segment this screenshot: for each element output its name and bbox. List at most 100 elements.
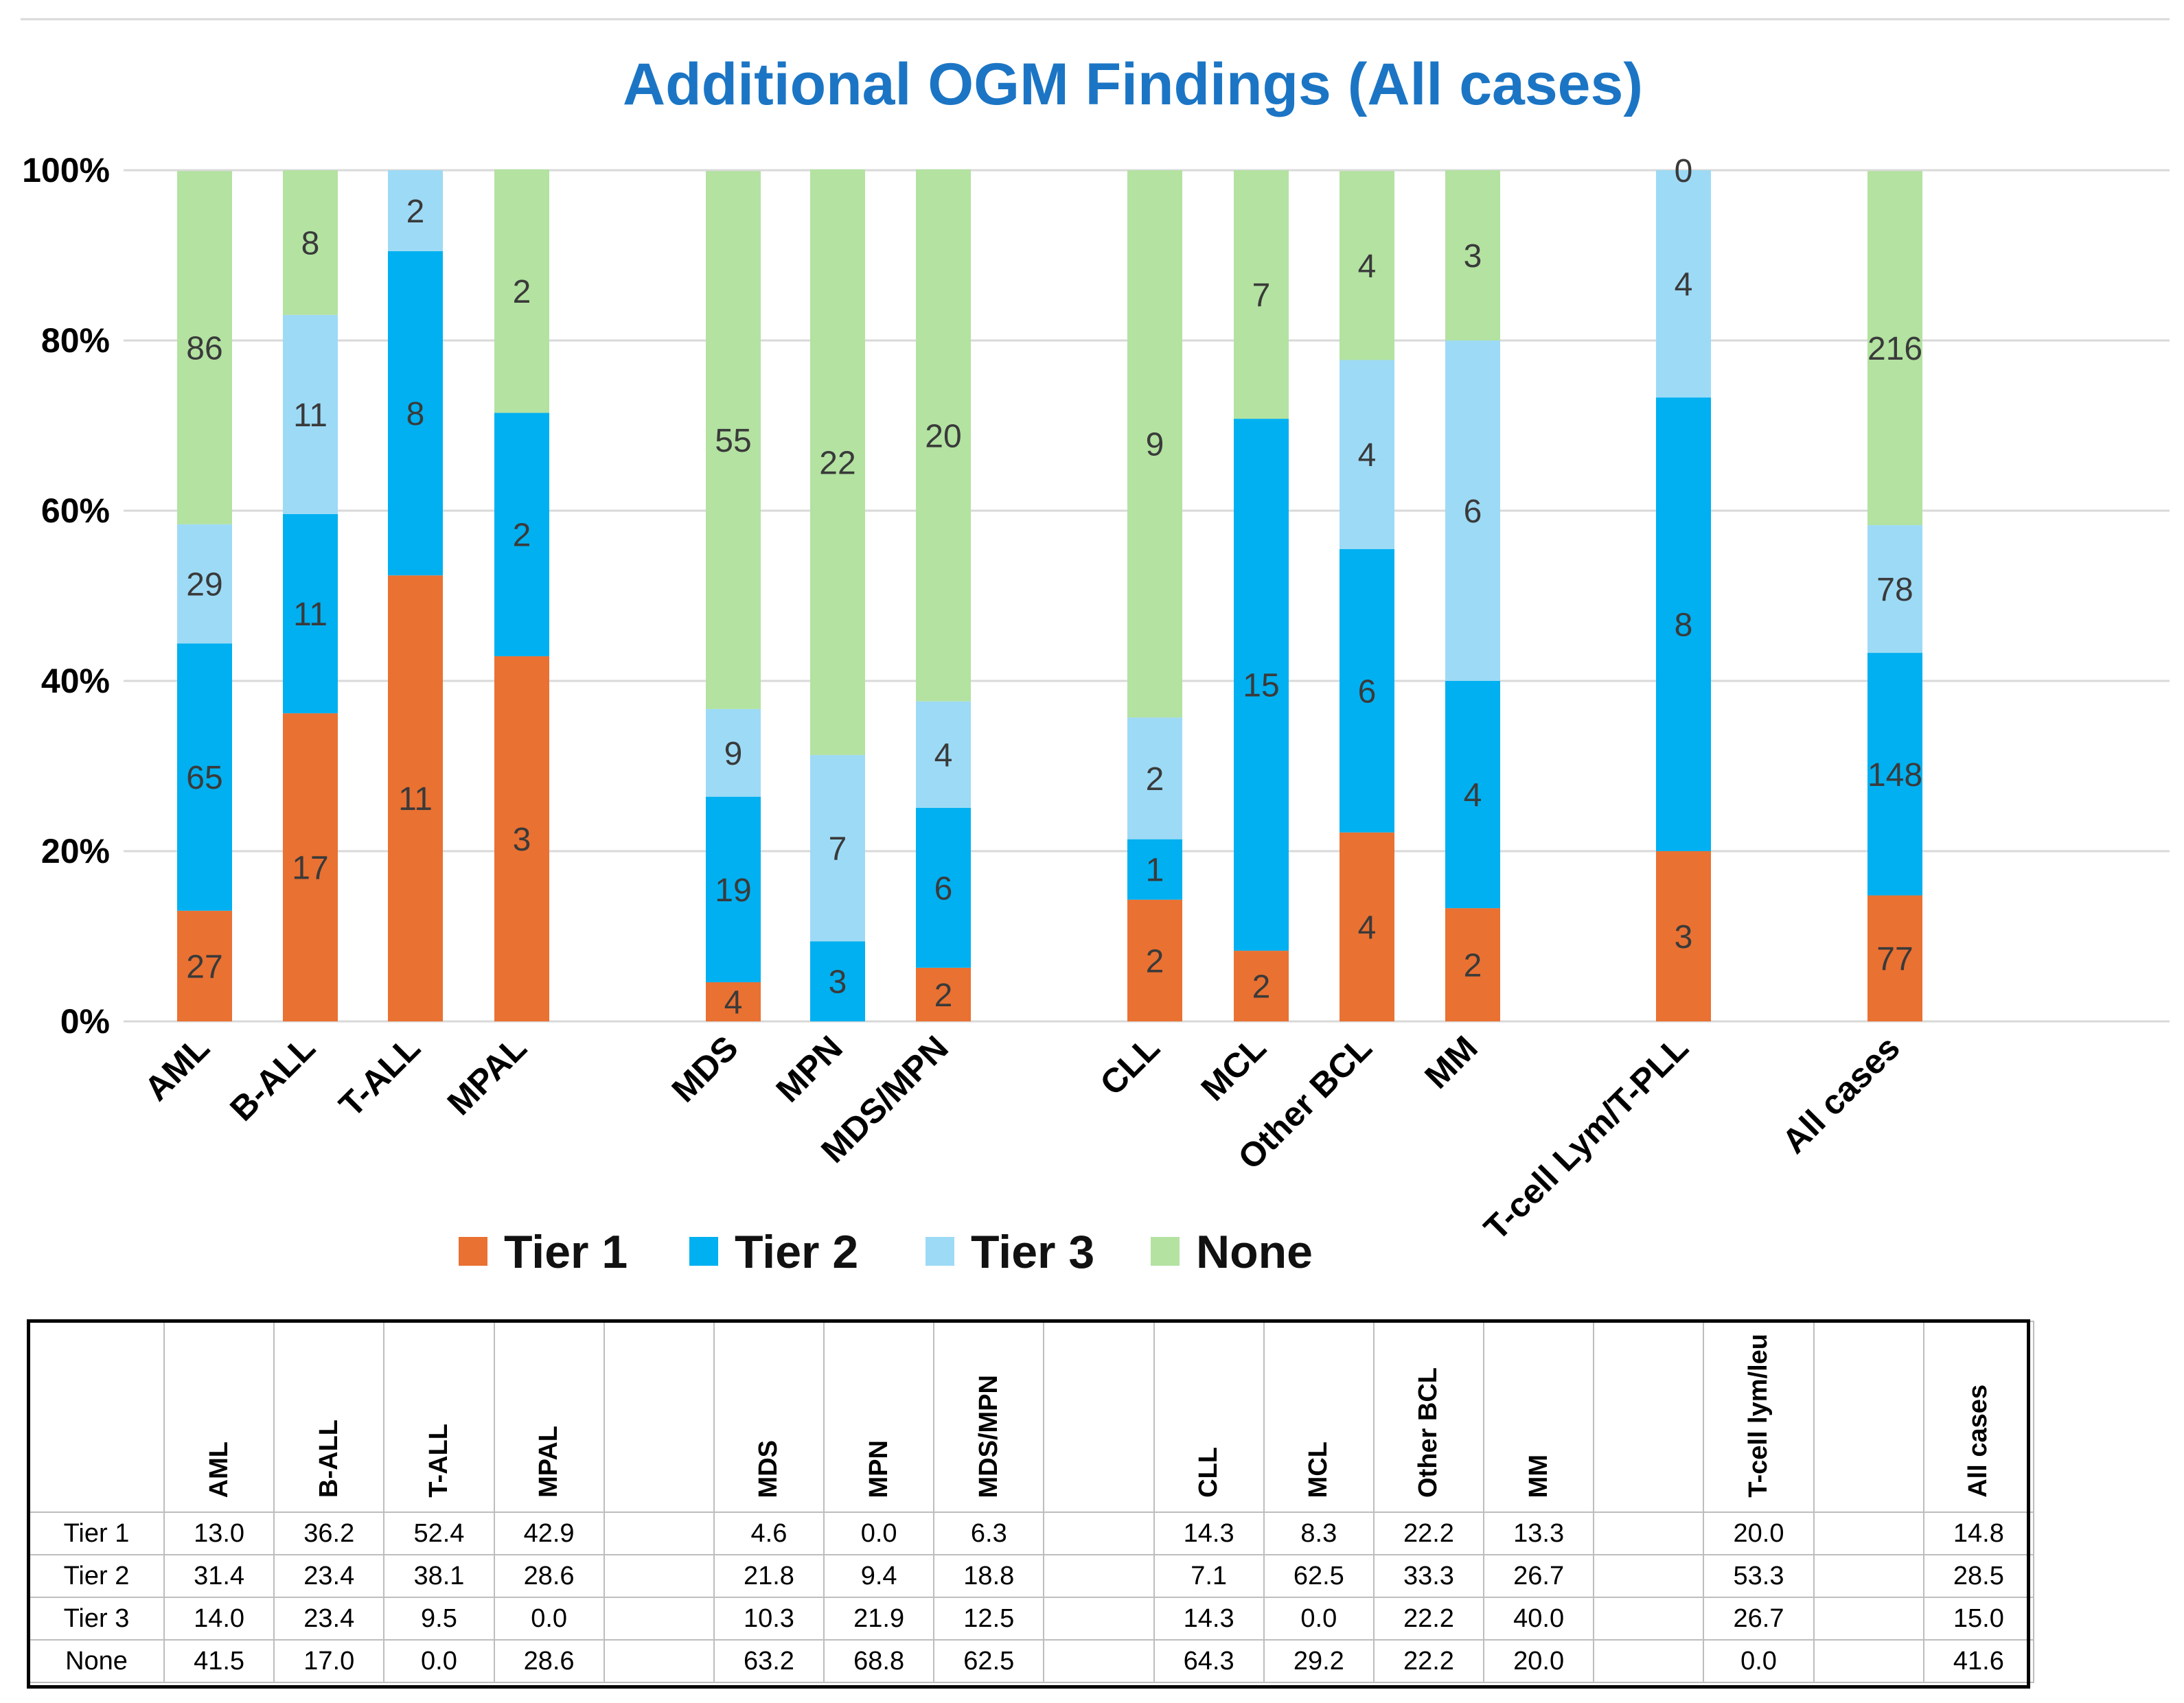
bar-segment: [283, 713, 338, 1021]
data-label: 3: [1675, 919, 1693, 955]
data-label: 6: [934, 870, 953, 907]
table-cell: 33.3: [1372, 1554, 1485, 1598]
table-cell: 22.2: [1372, 1511, 1485, 1555]
bar-segment: [283, 314, 338, 514]
y-tick-label: 100%: [22, 151, 110, 189]
table-row: Tier 3 14.0 23.4 9.5 0.0 10.3 21.9 12.5 14.3 0.0 2…: [28, 1597, 2035, 1641]
table-cell: [1813, 1554, 1924, 1598]
table-cell: 38.1: [383, 1554, 495, 1598]
table-cell: 62.5: [1263, 1554, 1375, 1598]
bar-segment: [916, 169, 971, 702]
data-label: 2: [1252, 969, 1271, 1006]
data-label: 216: [1867, 331, 1922, 367]
table-cell: [603, 1597, 715, 1641]
column-header-label: CLL: [1194, 1447, 1223, 1498]
table-cell: 12.5: [933, 1597, 1045, 1641]
data-label: 8: [1675, 607, 1693, 644]
x-tick-label: T-cell Lym/T-PLL: [1477, 1028, 1696, 1247]
x-tick-label: T-ALL: [332, 1028, 428, 1124]
table-column-header: B-ALL: [273, 1321, 385, 1513]
data-label: 77: [1876, 941, 1913, 977]
data-label: 1: [1146, 853, 1164, 889]
bar-segment: [1656, 397, 1711, 851]
bar-segment: [494, 656, 549, 1021]
data-label: 8: [406, 396, 425, 432]
table-cell: 52.4: [383, 1511, 495, 1555]
y-tick-label: 0%: [60, 1002, 110, 1041]
row-label: Tier 2: [28, 1554, 165, 1598]
bar-segment: [1445, 170, 1500, 340]
x-tick-label: MPAL: [440, 1028, 534, 1122]
bar-segment: [1445, 908, 1500, 1021]
bar-segment: [1867, 653, 1922, 896]
table-column-header: MDS: [713, 1321, 825, 1513]
table-column-header: [1593, 1321, 1705, 1513]
table-cell: [1043, 1511, 1155, 1555]
bar-segment: [388, 575, 443, 1021]
table-cell: 18.8: [933, 1554, 1045, 1598]
column-header-label: MPAL: [534, 1426, 564, 1498]
bar-segment: [1234, 419, 1289, 951]
legend-swatch: [926, 1237, 954, 1266]
bars: [177, 169, 1922, 1021]
table-column-header: All cases: [1922, 1321, 2035, 1513]
bar-segment: [1656, 851, 1711, 1021]
column-header-label: Other BCL: [1414, 1367, 1443, 1498]
table-cell: 0.0: [1703, 1639, 1815, 1683]
data-label: 3: [829, 964, 847, 1001]
data-label: 11: [293, 596, 327, 633]
column-header-label: MM: [1524, 1454, 1553, 1498]
bar-segment: [1656, 170, 1711, 398]
legend-label: Tier 3: [971, 1226, 1094, 1278]
table-cell: [603, 1511, 715, 1555]
column-header-label: All cases: [1964, 1385, 1993, 1498]
bar-segment: [916, 807, 971, 968]
data-label: 78: [1876, 572, 1913, 608]
table-cell: 14.8: [1922, 1511, 2035, 1555]
bar-segment: [810, 941, 865, 1021]
bar-segment: [494, 169, 549, 413]
column-header-label: MDS: [754, 1439, 783, 1498]
data-label: 19: [715, 872, 751, 909]
table-cell: 6.3: [933, 1511, 1045, 1555]
table-cell: 53.3: [1703, 1554, 1815, 1598]
bar-segment: [1445, 340, 1500, 681]
y-tick-label: 20%: [41, 832, 110, 870]
y-tick-label: 40%: [41, 662, 110, 700]
bar-segment: [283, 513, 338, 714]
table-cell: 0.0: [383, 1639, 495, 1683]
table-cell: 28.6: [493, 1554, 605, 1598]
data-label: 17: [292, 850, 328, 887]
bar-segment: [283, 170, 338, 315]
table-cell: 41.5: [163, 1639, 275, 1683]
data-label: 4: [1358, 437, 1377, 474]
data-label: 22: [819, 445, 855, 481]
bar-segment: [1127, 717, 1182, 839]
bar-segment: [1340, 548, 1394, 833]
table-cell: 14.0: [163, 1597, 275, 1641]
table-cell: 14.3: [1153, 1511, 1265, 1555]
table-cell: [1043, 1597, 1155, 1641]
data-label: 6: [1358, 673, 1377, 710]
data-label: 6: [1464, 494, 1482, 530]
table-cell: 23.4: [273, 1554, 385, 1598]
bar-segment: [177, 524, 232, 644]
table-cell: [1813, 1511, 1924, 1555]
data-label: 2: [934, 977, 953, 1014]
bar-segment: [177, 910, 232, 1021]
bar-segment: [1127, 899, 1182, 1021]
data-label: 86: [186, 331, 222, 367]
data-label: 4: [934, 737, 953, 774]
bar-segment: [388, 170, 443, 251]
table-cell: 7.1: [1153, 1554, 1265, 1598]
x-tick-label: MCL: [1194, 1028, 1274, 1108]
table-cell: 21.8: [713, 1554, 825, 1598]
table-column-header: T-ALL: [383, 1321, 495, 1513]
table-cell: 36.2: [273, 1511, 385, 1555]
column-header-label: MDS/MPN: [974, 1374, 1003, 1498]
bar-segment: [810, 169, 865, 755]
table-cell: 22.2: [1372, 1597, 1485, 1641]
x-tick-label: MPN: [769, 1028, 850, 1109]
bar-segment: [1340, 360, 1394, 549]
